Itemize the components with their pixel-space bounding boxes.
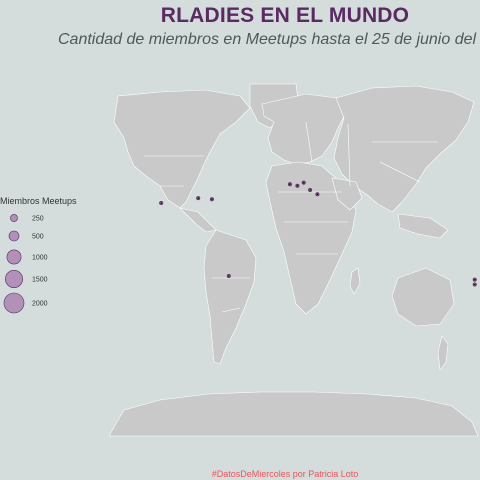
map-title: RLADIES EN EL MUNDO — [160, 4, 410, 27]
legend-circle-1000 — [6, 249, 22, 265]
continent-central-america — [179, 207, 217, 233]
continent-arabia — [331, 177, 363, 211]
caption: #DatosDeMiercoles por Patricia Loto — [211, 469, 359, 479]
meetup-bubbles — [159, 180, 477, 287]
legend-label-1000: 1000 — [32, 255, 48, 262]
continent-africa — [265, 161, 357, 315]
meetup-point-north-america-east — [211, 198, 213, 201]
legend-label-500: 500 — [32, 234, 44, 241]
legend-circle-2000 — [3, 292, 25, 314]
meetup-point-europe-central-b — [302, 181, 305, 184]
continent-antarctica — [109, 391, 479, 437]
legend-title: Miembros Meetups — [0, 196, 77, 206]
legend-circle-500 — [8, 230, 20, 242]
continent-south-america — [203, 229, 257, 365]
continent-southeast-asia-islands — [397, 213, 449, 239]
meetup-point-europe-east — [316, 193, 319, 196]
land-masses — [109, 83, 479, 437]
continent-madagascar — [349, 267, 361, 295]
meetup-point-europe-south — [309, 189, 311, 191]
legend-circle-1500 — [5, 270, 23, 288]
meetup-point-europe-west — [289, 183, 291, 186]
meetup-point-south-america — [227, 275, 230, 277]
country-borders — [144, 121, 438, 313]
meetup-point-europe-central-a — [296, 184, 299, 187]
meetup-point-north-america-midwest — [197, 197, 200, 199]
legend: Miembros Meetups 250 500 1000 1500 2000 — [0, 194, 100, 324]
legend-label-2000: 2000 — [32, 301, 48, 308]
map-subtitle: Cantidad de miembros en Meetups hasta el… — [58, 31, 477, 48]
continent-asia — [333, 85, 475, 213]
meetup-point-north-america-west — [160, 202, 163, 204]
legend-label-250: 250 — [32, 216, 44, 223]
legend-circle-250 — [10, 214, 18, 222]
legend-label-1500: 1500 — [32, 277, 48, 284]
meetup-point-oceania-b — [473, 283, 476, 286]
continent-europe — [261, 93, 347, 165]
world-map — [109, 83, 479, 437]
meetup-point-oceania-a — [473, 278, 476, 281]
legend-symbols: 250 500 1000 1500 2000 — [3, 214, 48, 314]
continent-new-zealand — [437, 335, 449, 371]
continent-australia — [391, 267, 455, 327]
continent-north-america — [113, 89, 251, 209]
